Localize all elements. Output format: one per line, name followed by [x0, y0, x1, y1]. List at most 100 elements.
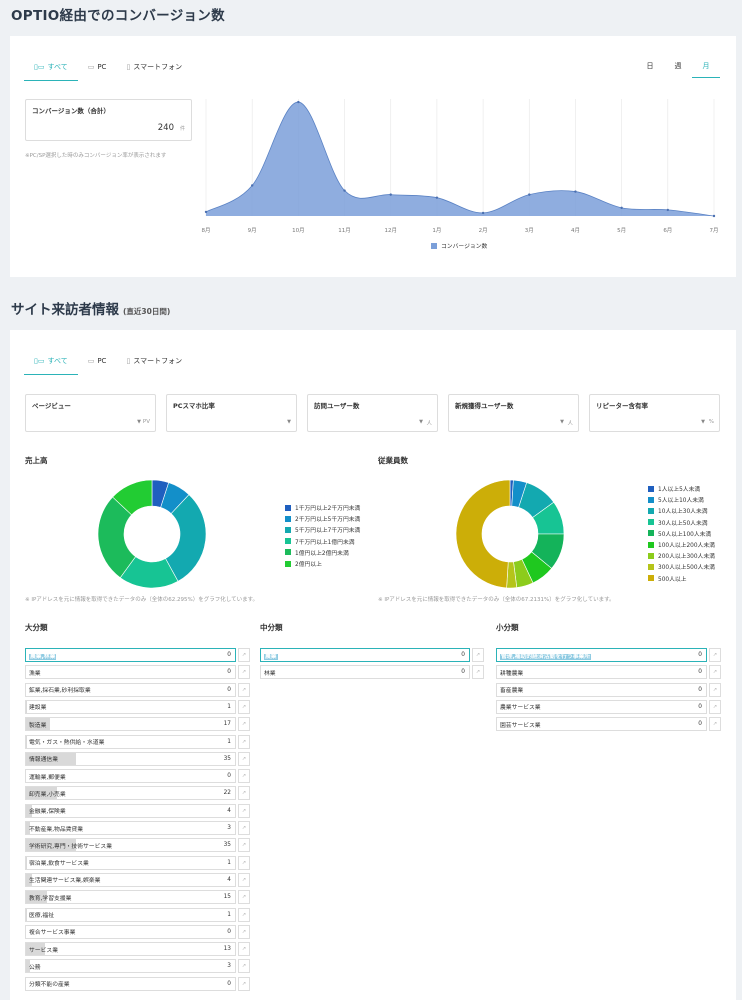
category-row[interactable]: 電気・ガス・熱供給・水道業 1: [25, 734, 236, 749]
visitors-tab-pc[interactable]: ▭ PC: [87, 356, 107, 365]
period-week[interactable]: 週: [674, 61, 682, 70]
legend-item[interactable]: 300人以上500人未満: [648, 561, 715, 572]
pie-slice[interactable]: [165, 494, 207, 582]
category-row[interactable]: 農業 0: [260, 648, 470, 662]
visitors-tab-all[interactable]: ▯▭ すべて: [24, 347, 78, 375]
data-point[interactable]: [297, 100, 300, 104]
external-link-icon[interactable]: ↗: [238, 924, 250, 939]
category-row[interactable]: 農業,林業 0: [25, 648, 236, 662]
category-row[interactable]: 園芸サービス業 0: [496, 717, 707, 732]
category-row[interactable]: 情報通信業 35: [25, 751, 236, 766]
category-row[interactable]: 複合サービス事業 0: [25, 924, 236, 939]
data-point[interactable]: [574, 190, 577, 193]
pie-slice[interactable]: [112, 479, 153, 516]
legend-item[interactable]: 2千万円以上5千万円未満: [285, 513, 360, 524]
external-link-icon[interactable]: ↗: [238, 959, 250, 974]
legend-item[interactable]: 200人以上300人未満: [648, 550, 715, 561]
external-link-icon[interactable]: ↗: [709, 682, 721, 697]
data-point[interactable]: [620, 206, 623, 210]
external-link-icon[interactable]: ↗: [709, 717, 721, 732]
metric-pc-sp-ratio[interactable]: PCスマホ比率 ▼: [166, 394, 297, 432]
category-row[interactable]: 不動産業,物品賃貸業 3: [25, 821, 236, 835]
legend-item[interactable]: 1億円以上2億円未満: [285, 547, 360, 558]
external-link-icon[interactable]: ↗: [238, 682, 250, 697]
category-row[interactable]: 生活関連サービス業,娯楽業 4: [25, 872, 236, 887]
external-link-icon[interactable]: ↗: [709, 665, 721, 680]
category-row[interactable]: 農業サービス業 0: [496, 699, 707, 714]
legend-item[interactable]: 50人以上100人未満: [648, 528, 715, 539]
external-link-icon[interactable]: ↗: [238, 855, 250, 870]
pie-slice[interactable]: [455, 479, 511, 589]
category-row[interactable]: 教育,学習支援業 15: [25, 890, 236, 905]
category-row[interactable]: 金融業,保険業 4: [25, 803, 236, 818]
external-link-icon[interactable]: ↗: [238, 769, 250, 784]
external-link-icon[interactable]: ↗: [709, 648, 721, 662]
data-point[interactable]: [343, 189, 346, 192]
category-row[interactable]: 卸売業,小売業 22: [25, 786, 236, 801]
external-link-icon[interactable]: ↗: [238, 648, 250, 662]
category-row[interactable]: 宿泊業,飲食サービス業 1: [25, 855, 236, 870]
category-row[interactable]: 医療,福祉 1: [25, 907, 236, 922]
data-point[interactable]: [712, 214, 716, 218]
category-row[interactable]: 漁業 0: [25, 665, 236, 680]
external-link-icon[interactable]: ↗: [238, 699, 250, 714]
external-link-icon[interactable]: ↗: [238, 786, 250, 801]
external-link-icon[interactable]: ↗: [238, 942, 250, 957]
external-link-icon[interactable]: ↗: [238, 717, 250, 732]
legend-item[interactable]: 1千万円以上2千万円未満: [285, 502, 360, 513]
external-link-icon[interactable]: ↗: [709, 699, 721, 714]
metric-new-users[interactable]: 新規獲得ユーザー数 ▼ 人: [448, 394, 579, 432]
legend-item[interactable]: 5人以上10人未満: [648, 494, 715, 505]
legend-item[interactable]: 5千万円以上7千万円未満: [285, 524, 360, 535]
category-row[interactable]: 運輸業,郵便業 0: [25, 769, 236, 784]
data-point[interactable]: [204, 210, 208, 214]
legend-item[interactable]: 10人以上30人未満: [648, 505, 715, 516]
category-row[interactable]: 学術研究,専門・技術サービス業 35: [25, 838, 236, 853]
external-link-icon[interactable]: ↗: [238, 872, 250, 887]
data-point[interactable]: [481, 211, 485, 215]
external-link-icon[interactable]: ↗: [238, 803, 250, 818]
metric-visitors[interactable]: 訪問ユーザー数 ▼ 人: [307, 394, 438, 432]
tab-pc[interactable]: ▭ PC: [87, 63, 107, 71]
data-point[interactable]: [250, 184, 254, 187]
data-point[interactable]: [435, 196, 439, 199]
count-bar: [26, 822, 31, 834]
period-month[interactable]: 月: [692, 54, 720, 78]
category-row[interactable]: 鉱業,採石業,砂利採取業 0: [25, 682, 236, 697]
external-link-icon[interactable]: ↗: [472, 648, 484, 662]
tab-all[interactable]: ▯▭ すべて: [24, 54, 78, 81]
external-link-icon[interactable]: ↗: [472, 665, 484, 680]
category-row[interactable]: 公務 3: [25, 959, 236, 974]
category-row[interactable]: 耕種農業 0: [496, 665, 707, 680]
legend-item[interactable]: 100人以上200人未満: [648, 539, 715, 550]
external-link-icon[interactable]: ↗: [238, 734, 250, 749]
data-point[interactable]: [389, 193, 392, 196]
category-row[interactable]: 管理,補助的経済活動を行う事業所 0: [496, 648, 707, 662]
legend-item[interactable]: 1人以上5人未満: [648, 483, 715, 494]
data-point[interactable]: [528, 193, 531, 196]
category-row[interactable]: 建設業 1: [25, 699, 236, 714]
legend-item[interactable]: 7千万円以上1億円未満: [285, 536, 360, 547]
category-row[interactable]: 製造業 17: [25, 717, 236, 732]
external-link-icon[interactable]: ↗: [238, 838, 250, 853]
legend-item[interactable]: 30人以上50人未満: [648, 517, 715, 528]
sales-title: 売上高: [25, 456, 48, 465]
legend-item[interactable]: 500人以上: [648, 573, 715, 584]
external-link-icon[interactable]: ↗: [238, 665, 250, 680]
external-link-icon[interactable]: ↗: [238, 751, 250, 766]
category-row[interactable]: 畜産農業 0: [496, 682, 707, 697]
external-link-icon[interactable]: ↗: [238, 890, 250, 905]
external-link-icon[interactable]: ↗: [238, 907, 250, 922]
category-row[interactable]: 分類不能の産業 0: [25, 976, 236, 991]
period-day[interactable]: 日: [646, 61, 654, 70]
data-point[interactable]: [666, 208, 670, 212]
tab-smartphone[interactable]: ▯ スマートフォン: [126, 63, 183, 71]
metric-pageview[interactable]: ページビュー ▼ PV: [25, 394, 156, 432]
external-link-icon[interactable]: ↗: [238, 821, 250, 835]
visitors-tab-smartphone[interactable]: ▯ スマートフォン: [126, 356, 183, 365]
legend-item[interactable]: 2億円以上: [285, 558, 360, 569]
category-row[interactable]: サービス業 13: [25, 942, 236, 957]
metric-repeater-rate[interactable]: リピーター含有率 ▼ %: [589, 394, 720, 432]
category-row[interactable]: 林業 0: [260, 665, 470, 680]
external-link-icon[interactable]: ↗: [238, 976, 250, 991]
